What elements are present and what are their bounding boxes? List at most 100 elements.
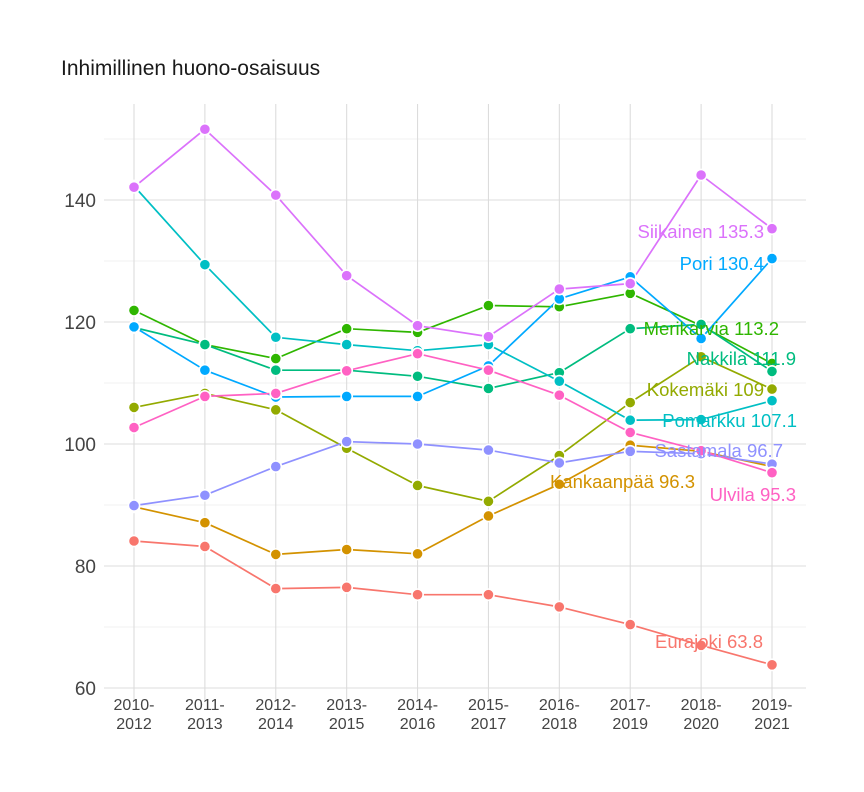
data-point-ulvila (623, 426, 637, 439)
data-point-pori (694, 332, 708, 345)
data-point-merikarvia (269, 352, 283, 365)
data-point-siikainen (623, 277, 637, 290)
data-point-ulvila (411, 347, 424, 361)
chart-title: Inhimillinen huono-osaisuus (61, 57, 321, 80)
data-point-nakkila (765, 365, 779, 378)
series-points (127, 122, 779, 672)
x-tick-label: 2014-2016 (397, 697, 438, 733)
end-label-pori: Pori 130.4 (680, 253, 764, 274)
data-point-ulvila (127, 421, 141, 434)
data-point-kokem-ki (127, 400, 141, 414)
data-point-ulvila (694, 444, 708, 458)
data-point-ulvila (198, 390, 212, 403)
x-axis: 2010-2012 2011-2013 2012-2014 2013-2015 2014… (114, 697, 793, 733)
y-axis: 60 80 100 120 140 (64, 191, 96, 700)
data-point-ulvila (482, 363, 495, 377)
end-label-nakkila: Nakkila 111.9 (687, 348, 796, 369)
data-point-eurajoki (340, 580, 354, 594)
data-point-eurajoki (623, 618, 637, 631)
data-point-siikainen (340, 269, 354, 283)
series-line-pomarkku (133, 185, 773, 422)
data-point-sastamala (198, 488, 212, 502)
x-tick-label: 2011-2013 (185, 697, 225, 733)
x-tick-label: 2018-2020 (681, 697, 722, 733)
data-point-pori (340, 390, 354, 403)
data-point-ulvila (340, 364, 354, 378)
y-tick-label: 100 (64, 435, 96, 456)
end-label-ulvila: Ulvila 95.3 (710, 484, 796, 505)
data-point-kankaanp- (198, 516, 212, 530)
data-point-sastamala (127, 499, 141, 513)
data-point-pomarkku (269, 330, 283, 344)
data-point-kankaanp- (411, 547, 424, 561)
data-point-ulvila (269, 386, 283, 400)
data-point-kokem-ki (694, 350, 708, 364)
data-point-nakkila (623, 322, 637, 336)
data-point-eurajoki (198, 540, 212, 553)
data-point-kokem-ki (765, 382, 779, 396)
data-point-pomarkku (198, 258, 212, 272)
data-point-kankaanp- (482, 509, 495, 523)
data-point-sastamala (269, 460, 283, 473)
data-point-pomarkku (340, 338, 354, 351)
data-point-eurajoki (765, 658, 779, 672)
x-tick-label: 2013-2015 (326, 697, 367, 733)
end-labels: Eurajoki 63.8 Kankaanpää 96.3 Kokemäki 109… (550, 221, 797, 652)
data-point-pori (198, 363, 212, 377)
data-point-pomarkku (623, 413, 637, 427)
end-label-pomarkku: Pomarkku 107.1 (662, 410, 797, 431)
data-point-eurajoki (482, 588, 495, 602)
data-point-pori (411, 390, 424, 403)
data-point-merikarvia (482, 299, 495, 312)
data-point-sastamala (340, 435, 354, 448)
series-line-sastamala (133, 440, 773, 507)
data-point-nakkila (482, 382, 495, 395)
data-point-siikainen (411, 319, 424, 333)
data-point-pori (127, 320, 141, 334)
x-tick-label: 2010-2012 (114, 697, 155, 733)
end-label-merikarvia: Merikarvia 113.2 (644, 318, 779, 339)
x-tick-label: 2019-2021 (752, 697, 793, 733)
data-point-pomarkku (765, 394, 779, 408)
series-line-kankaanp- (133, 444, 773, 556)
data-point-kokem-ki (269, 403, 283, 417)
data-point-sastamala (623, 444, 637, 458)
y-tick-label: 80 (75, 557, 96, 578)
data-point-pomarkku (552, 374, 566, 388)
data-point-siikainen (269, 188, 283, 202)
x-tick-label: 2017-2019 (610, 697, 651, 733)
data-point-siikainen (552, 282, 566, 296)
series-lines (133, 128, 773, 666)
data-point-sastamala (552, 456, 566, 470)
data-point-kankaanp- (340, 543, 354, 556)
series-line-kokem-ki (133, 355, 773, 503)
data-point-nakkila (269, 363, 283, 377)
y-tick-label: 120 (64, 313, 96, 334)
data-point-pori (765, 252, 779, 265)
data-point-kankaanp- (269, 548, 283, 561)
data-point-nakkila (694, 318, 708, 331)
end-label-kankaanp-: Kankaanpää 96.3 (550, 471, 695, 492)
x-tick-label: 2016-2018 (539, 697, 580, 733)
data-point-eurajoki (127, 534, 141, 548)
x-tick-label: 2015-2017 (468, 697, 509, 733)
y-tick-label: 60 (75, 679, 96, 700)
data-point-merikarvia (340, 322, 354, 336)
data-point-eurajoki (694, 638, 708, 652)
data-point-eurajoki (552, 600, 566, 614)
data-point-nakkila (198, 338, 212, 351)
series-line-eurajoki (133, 540, 773, 666)
data-point-sastamala (482, 443, 495, 457)
series-line-siikainen (133, 128, 773, 338)
data-point-nakkila (411, 369, 424, 383)
grid (104, 104, 806, 700)
data-point-ulvila (552, 388, 566, 402)
data-point-siikainen (765, 222, 779, 236)
data-point-siikainen (482, 330, 495, 344)
data-point-sastamala (411, 437, 424, 451)
x-tick-label: 2012-2014 (255, 697, 296, 733)
data-point-eurajoki (269, 582, 283, 595)
data-point-kokem-ki (411, 479, 424, 492)
